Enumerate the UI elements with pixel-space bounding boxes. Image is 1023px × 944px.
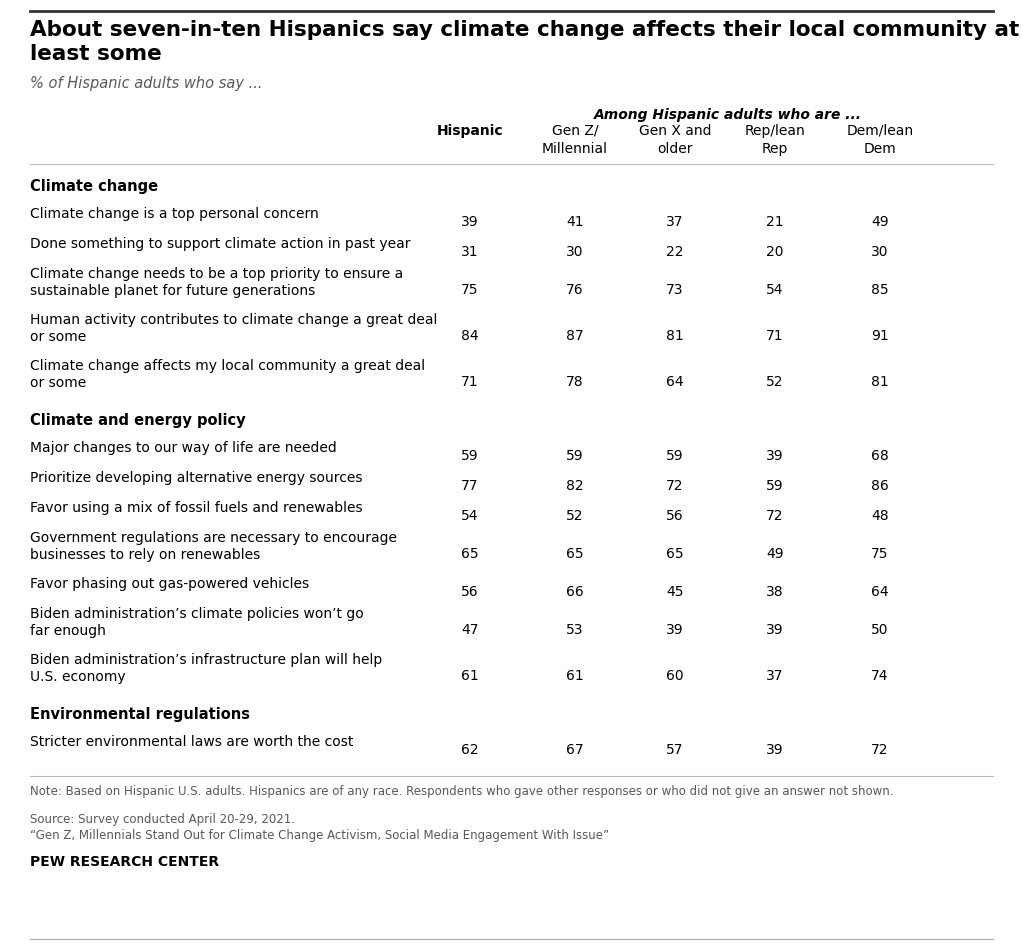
Text: 49: 49	[872, 215, 889, 228]
Text: Done something to support climate action in past year: Done something to support climate action…	[30, 237, 410, 251]
Text: 65: 65	[461, 547, 479, 561]
Text: Government regulations are necessary to encourage
businesses to rely on renewabl: Government regulations are necessary to …	[30, 531, 397, 562]
Text: 59: 59	[766, 479, 784, 493]
Text: Environmental regulations: Environmental regulations	[30, 706, 250, 721]
Text: 81: 81	[872, 375, 889, 389]
Text: 50: 50	[872, 622, 889, 636]
Text: 31: 31	[461, 244, 479, 259]
Text: 64: 64	[872, 584, 889, 598]
Text: Human activity contributes to climate change a great deal
or some: Human activity contributes to climate ch…	[30, 312, 438, 344]
Text: 37: 37	[666, 215, 683, 228]
Text: 49: 49	[766, 547, 784, 561]
Text: 60: 60	[666, 668, 683, 683]
Text: 48: 48	[872, 509, 889, 522]
Text: Hispanic: Hispanic	[437, 124, 503, 138]
Text: Major changes to our way of life are needed: Major changes to our way of life are nee…	[30, 441, 337, 454]
Text: 71: 71	[766, 329, 784, 343]
Text: 68: 68	[872, 448, 889, 463]
Text: 54: 54	[461, 509, 479, 522]
Text: 77: 77	[461, 479, 479, 493]
Text: 53: 53	[567, 622, 584, 636]
Text: 65: 65	[666, 547, 683, 561]
Text: Biden administration’s climate policies won’t go
far enough: Biden administration’s climate policies …	[30, 606, 364, 637]
Text: least some: least some	[30, 44, 162, 64]
Text: Prioritize developing alternative energy sources: Prioritize developing alternative energy…	[30, 470, 362, 484]
Text: 22: 22	[666, 244, 683, 259]
Text: 91: 91	[872, 329, 889, 343]
Text: Climate change is a top personal concern: Climate change is a top personal concern	[30, 207, 319, 221]
Text: 71: 71	[461, 375, 479, 389]
Text: 59: 59	[566, 448, 584, 463]
Text: 74: 74	[872, 668, 889, 683]
Text: Climate change affects my local community a great deal
or some: Climate change affects my local communit…	[30, 359, 426, 390]
Text: 56: 56	[461, 584, 479, 598]
Text: 52: 52	[567, 509, 584, 522]
Text: 30: 30	[567, 244, 584, 259]
Text: 78: 78	[566, 375, 584, 389]
Text: 82: 82	[566, 479, 584, 493]
Text: 39: 39	[666, 622, 683, 636]
Text: 57: 57	[666, 742, 683, 756]
Text: 59: 59	[666, 448, 683, 463]
Text: PEW RESEARCH CENTER: PEW RESEARCH CENTER	[30, 854, 219, 868]
Text: Stricter environmental laws are worth the cost: Stricter environmental laws are worth th…	[30, 734, 353, 749]
Text: 39: 39	[766, 448, 784, 463]
Text: 67: 67	[566, 742, 584, 756]
Text: 59: 59	[461, 448, 479, 463]
Text: 54: 54	[766, 282, 784, 296]
Text: 72: 72	[766, 509, 784, 522]
Text: Favor phasing out gas-powered vehicles: Favor phasing out gas-powered vehicles	[30, 577, 309, 590]
Text: Note: Based on Hispanic U.S. adults. Hispanics are of any race. Respondents who : Note: Based on Hispanic U.S. adults. His…	[30, 784, 893, 797]
Text: Climate change: Climate change	[30, 178, 159, 194]
Text: 84: 84	[461, 329, 479, 343]
Text: 66: 66	[566, 584, 584, 598]
Text: 56: 56	[666, 509, 683, 522]
Text: 86: 86	[872, 479, 889, 493]
Text: 41: 41	[566, 215, 584, 228]
Text: % of Hispanic adults who say ...: % of Hispanic adults who say ...	[30, 76, 263, 91]
Text: 65: 65	[566, 547, 584, 561]
Text: Among Hispanic adults who are ...: Among Hispanic adults who are ...	[593, 108, 861, 122]
Text: 20: 20	[766, 244, 784, 259]
Text: 21: 21	[766, 215, 784, 228]
Text: 72: 72	[666, 479, 683, 493]
Text: 75: 75	[461, 282, 479, 296]
Text: 38: 38	[766, 584, 784, 598]
Text: 64: 64	[666, 375, 683, 389]
Text: Climate change needs to be a top priority to ensure a
sustainable planet for fut: Climate change needs to be a top priorit…	[30, 267, 403, 298]
Text: 39: 39	[766, 622, 784, 636]
Text: 73: 73	[666, 282, 683, 296]
Text: 72: 72	[872, 742, 889, 756]
Text: Rep/lean
Rep: Rep/lean Rep	[745, 124, 805, 156]
Text: 61: 61	[461, 668, 479, 683]
Text: 39: 39	[461, 215, 479, 228]
Text: Climate and energy policy: Climate and energy policy	[30, 413, 246, 428]
Text: “Gen Z, Millennials Stand Out for Climate Change Activism, Social Media Engageme: “Gen Z, Millennials Stand Out for Climat…	[30, 828, 609, 841]
Text: 47: 47	[461, 622, 479, 636]
Text: 81: 81	[666, 329, 683, 343]
Text: 52: 52	[766, 375, 784, 389]
Text: 30: 30	[872, 244, 889, 259]
Text: 39: 39	[766, 742, 784, 756]
Text: 76: 76	[566, 282, 584, 296]
Text: 85: 85	[872, 282, 889, 296]
Text: Source: Survey conducted April 20-29, 2021.: Source: Survey conducted April 20-29, 20…	[30, 812, 295, 825]
Text: 37: 37	[766, 668, 784, 683]
Text: 62: 62	[461, 742, 479, 756]
Text: 61: 61	[566, 668, 584, 683]
Text: 45: 45	[666, 584, 683, 598]
Text: Gen Z/
Millennial: Gen Z/ Millennial	[542, 124, 608, 156]
Text: About seven-in-ten Hispanics say climate change affects their local community at: About seven-in-ten Hispanics say climate…	[30, 20, 1019, 40]
Text: 87: 87	[566, 329, 584, 343]
Text: Gen X and
older: Gen X and older	[638, 124, 711, 156]
Text: 75: 75	[872, 547, 889, 561]
Text: Biden administration’s infrastructure plan will help
U.S. economy: Biden administration’s infrastructure pl…	[30, 652, 383, 683]
Text: Dem/lean
Dem: Dem/lean Dem	[846, 124, 914, 156]
Text: Favor using a mix of fossil fuels and renewables: Favor using a mix of fossil fuels and re…	[30, 500, 362, 514]
